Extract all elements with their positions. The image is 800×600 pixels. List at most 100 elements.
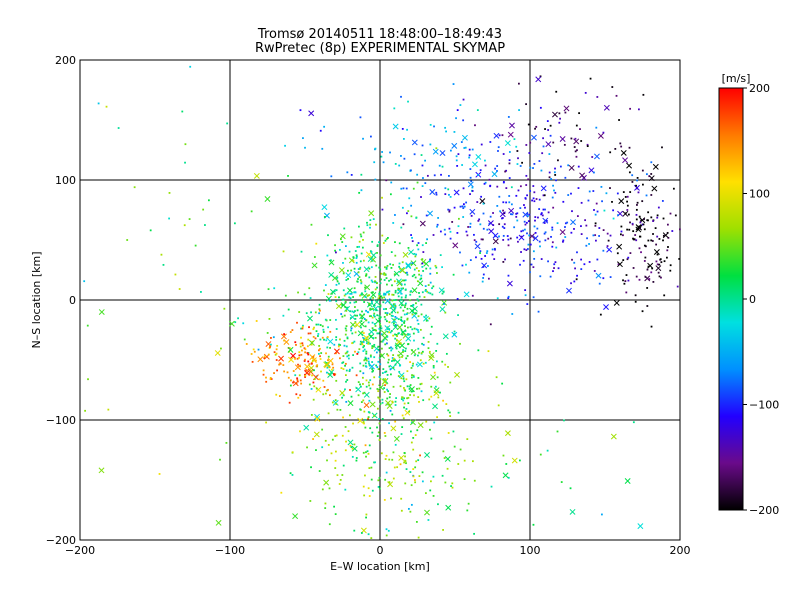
data-point (273, 351, 276, 354)
data-point (344, 364, 346, 367)
data-point (359, 116, 362, 119)
data-point (570, 231, 573, 234)
data-point (383, 272, 386, 275)
data-point (479, 223, 482, 226)
data-point (507, 476, 510, 479)
data-point (429, 292, 432, 295)
data-point-cross (387, 481, 394, 488)
data-point (349, 444, 352, 447)
data-point (346, 379, 349, 381)
data-point-cross (351, 445, 358, 452)
data-point-cross (439, 150, 446, 157)
data-point (564, 222, 567, 225)
data-point (378, 476, 381, 479)
data-point-cross (313, 431, 320, 438)
data-point (347, 269, 349, 272)
data-point (368, 302, 371, 305)
data-point (295, 393, 298, 396)
data-point (365, 379, 368, 382)
data-point (380, 333, 383, 336)
data-point (365, 513, 368, 516)
data-point (570, 137, 573, 140)
data-point (339, 357, 341, 360)
data-point-cross (339, 390, 346, 396)
data-point (372, 291, 374, 294)
data-point (415, 302, 417, 305)
data-point (400, 187, 403, 190)
data-point (379, 323, 381, 326)
data-point (524, 206, 526, 209)
data-point (282, 314, 285, 317)
data-point (502, 454, 505, 457)
data-point (362, 485, 365, 488)
data-point (360, 293, 363, 296)
data-point (339, 338, 341, 341)
data-point (652, 281, 655, 283)
data-point-cross (390, 425, 397, 432)
data-point (450, 485, 452, 487)
data-point (429, 428, 431, 431)
data-point (507, 295, 510, 298)
data-point (321, 446, 324, 449)
data-point (298, 356, 300, 359)
data-point (322, 393, 325, 396)
data-point (602, 249, 605, 252)
data-point (457, 217, 460, 220)
data-point (562, 239, 565, 242)
data-point-cross (390, 303, 397, 310)
data-point-cross (384, 325, 391, 332)
data-point (350, 174, 353, 176)
data-point-cross (593, 153, 600, 160)
data-point (571, 210, 573, 213)
data-point (267, 353, 270, 356)
data-point (417, 248, 420, 251)
data-point (393, 322, 395, 325)
data-point (428, 317, 431, 320)
data-point-cross (338, 267, 345, 274)
data-point-cross (393, 435, 400, 442)
data-point-cross (606, 246, 613, 253)
data-point (537, 310, 540, 313)
data-point (389, 151, 391, 154)
data-point (341, 474, 344, 476)
data-point (647, 265, 650, 268)
data-point (401, 414, 404, 417)
data-point (344, 449, 347, 452)
data-point (444, 481, 447, 484)
data-point (563, 143, 566, 146)
y-tick-label: −100 (46, 414, 76, 427)
data-point (350, 446, 353, 448)
data-point (378, 305, 381, 308)
data-point-cross (375, 318, 382, 325)
data-point (339, 478, 342, 481)
data-point (451, 486, 454, 489)
data-point (318, 308, 321, 311)
data-point (308, 326, 310, 329)
data-point (378, 317, 381, 320)
data-point (383, 432, 386, 434)
data-point (539, 453, 542, 456)
data-point (487, 265, 489, 267)
data-point (371, 431, 374, 434)
data-point (502, 261, 505, 263)
y-tick-label: 0 (69, 294, 76, 307)
data-point (350, 269, 353, 272)
data-point (282, 364, 285, 366)
data-point (322, 328, 325, 331)
data-point (374, 288, 377, 291)
data-point (436, 342, 439, 345)
data-point (321, 488, 324, 491)
data-point (620, 225, 623, 228)
data-point (388, 279, 390, 282)
data-point (412, 332, 415, 335)
data-point (308, 383, 311, 386)
data-point (417, 396, 420, 398)
data-point (515, 215, 518, 218)
data-point (603, 209, 606, 212)
data-point (394, 363, 397, 366)
data-point (340, 367, 343, 369)
data-point (432, 366, 435, 369)
data-point (390, 373, 392, 376)
data-point-cross (419, 220, 426, 227)
data-point (295, 343, 297, 346)
